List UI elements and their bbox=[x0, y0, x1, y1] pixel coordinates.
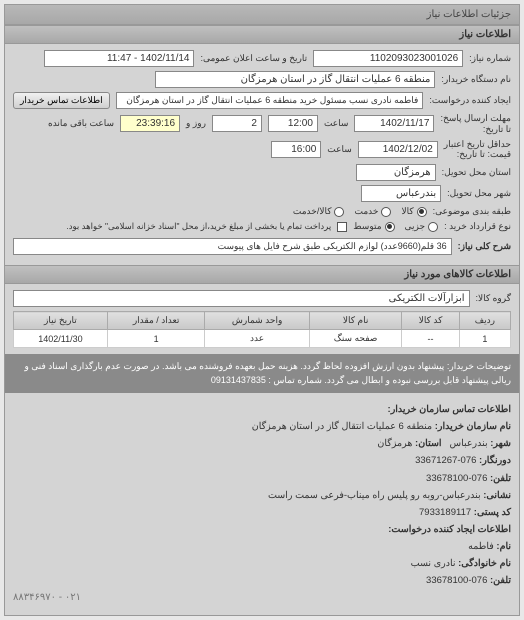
cprov-value: هرمزگان bbox=[377, 438, 412, 449]
province-value: هرمزگان bbox=[356, 164, 436, 181]
address-value: بندرعباس-روبه رو پلیس راه میناب-فرعی سمت… bbox=[268, 490, 481, 501]
lname-value: نادری نسب bbox=[411, 558, 456, 569]
validity-label: حداقل تاریخ اعتبار bbox=[444, 139, 511, 150]
days-remain: 2 bbox=[212, 115, 262, 132]
info-section-header: اطلاعات نیاز bbox=[5, 25, 519, 44]
treasury-checkbox[interactable] bbox=[337, 222, 347, 232]
contract-type-group: جزیی متوسط bbox=[353, 221, 438, 232]
req-no-label: شماره نیاز: bbox=[469, 53, 511, 64]
contact-title: اطلاعات تماس سازمان خریدار: bbox=[13, 401, 511, 418]
fname-label: نام: bbox=[496, 541, 511, 552]
ccity-label: شهر: bbox=[490, 438, 511, 449]
validity-date: 1402/12/02 bbox=[358, 141, 438, 158]
time-remain-label: ساعت باقی مانده bbox=[48, 118, 114, 129]
resp-until-time: 12:00 bbox=[268, 115, 318, 132]
main-panel: جزئیات اطلاعات نیاز اطلاعات نیاز شماره ن… bbox=[4, 4, 520, 616]
footer-phone: ۰۲۱ - ۸۸۳۴۶۹۷۰ bbox=[13, 589, 511, 607]
radio-icon bbox=[417, 207, 427, 217]
radio-icon bbox=[381, 207, 391, 217]
creator-value: فاطمه نادری نسب مسئول خرید منطقه 6 عملیا… bbox=[116, 92, 424, 109]
buyer-label: نام دستگاه خریدار: bbox=[441, 74, 511, 85]
cprov-label: استان: bbox=[415, 438, 442, 449]
desc-label: شرح کلی نیاز: bbox=[458, 241, 511, 252]
buyer-note-label: توضیحات خریدار: bbox=[447, 361, 511, 371]
ccity-value: بندرعباس bbox=[449, 438, 487, 449]
col-code: کد کالا bbox=[402, 312, 459, 330]
city-value: بندرعباس bbox=[361, 185, 441, 202]
group-value: ابزارآلات الکتریکی bbox=[13, 290, 470, 307]
fname-value: فاطمه bbox=[468, 541, 494, 552]
cphone-value: 076-33678100 bbox=[426, 575, 487, 586]
form-area: شماره نیاز: 1102093023001026 تاریخ و ساع… bbox=[5, 44, 519, 265]
city-label: شهر محل تحویل: bbox=[447, 188, 511, 199]
contact-block: اطلاعات تماس سازمان خریدار: نام سازمان خ… bbox=[5, 393, 519, 615]
lname-label: نام خانوادگی: bbox=[458, 558, 511, 569]
radio-icon bbox=[428, 222, 438, 232]
radio-icon bbox=[334, 207, 344, 217]
goods-table: ردیف کد کالا نام کالا واحد شمارش تعداد /… bbox=[13, 311, 511, 348]
buyer-note-box: توضیحات خریدار: پیشنهاد بدون ارزش افزوده… bbox=[5, 354, 519, 393]
phone-value: 076-33678100 bbox=[426, 473, 487, 484]
contact-info-button[interactable]: اطلاعات تماس خریدار bbox=[13, 92, 110, 109]
col-qty: تعداد / مقدار bbox=[107, 312, 205, 330]
radio-partial[interactable]: جزیی bbox=[405, 221, 439, 232]
ann-date-value: 1402/11/14 - 11:47 bbox=[44, 50, 194, 67]
contract-type-label: نوع قرارداد خرید : bbox=[444, 221, 511, 232]
org-value: منطقه 6 عملیات انتقال گاز در استان هرمزگ… bbox=[252, 421, 432, 432]
until-label: تا تاریخ: bbox=[440, 124, 511, 135]
price-until-label: قیمت: تا تاریخ: bbox=[444, 149, 511, 160]
col-row: ردیف bbox=[459, 312, 510, 330]
fax-label: دورنگار: bbox=[479, 455, 511, 466]
org-label: نام سازمان خریدار: bbox=[435, 421, 511, 432]
creator-section-title: اطلاعات ایجاد کننده درخواست: bbox=[13, 521, 511, 538]
radio-kala[interactable]: کالا bbox=[401, 206, 426, 217]
radio-medium[interactable]: متوسط bbox=[353, 221, 394, 232]
req-type-group: کالا خدمت کالا/خدمت bbox=[293, 206, 427, 217]
radio-khadamat[interactable]: خدمت bbox=[354, 206, 391, 217]
panel-title: جزئیات اطلاعات نیاز bbox=[5, 5, 519, 25]
col-name: نام کالا bbox=[309, 312, 402, 330]
buyer-note-text: پیشنهاد بدون ارزش افزوده لحاظ گردد. هزین… bbox=[24, 361, 511, 385]
desc-value: 36 قلم(9660عدد) لوازم الکتریکی طبق شرح ف… bbox=[13, 238, 452, 255]
time-label-2: ساعت bbox=[327, 144, 352, 155]
validity-time: 16:00 bbox=[271, 141, 321, 158]
resp-deadline-label: مهلت ارسال پاسخ: bbox=[440, 113, 511, 124]
resp-until-date: 1402/11/17 bbox=[354, 115, 434, 132]
goods-section-header: اطلاعات کالاهای مورد نیاز bbox=[5, 265, 519, 284]
col-unit: واحد شمارش bbox=[205, 312, 309, 330]
province-label: استان محل تحویل: bbox=[442, 167, 511, 178]
payment-note: پرداخت تمام یا بخشی از مبلغ خرید،از محل … bbox=[66, 221, 331, 232]
radio-icon bbox=[385, 222, 395, 232]
postal-value: 7933189117 bbox=[419, 507, 471, 518]
time-remain: 23:39:16 bbox=[120, 115, 180, 132]
table-row: 1 -- صفحه سنگ عدد 1 1402/11/30 bbox=[14, 330, 511, 348]
time-label-1: ساعت bbox=[324, 118, 349, 129]
buyer-value: منطقه 6 عملیات انتقال گاز در استان هرمزگ… bbox=[155, 71, 435, 88]
cphone-label: تلفن: bbox=[490, 575, 511, 586]
group-label: گروه کالا: bbox=[476, 293, 511, 304]
fax-value: 076-33671267 bbox=[415, 455, 476, 466]
req-no-value: 1102093023001026 bbox=[313, 50, 463, 67]
radio-both[interactable]: کالا/خدمت bbox=[293, 206, 345, 217]
col-date: تاریخ نیاز bbox=[14, 312, 108, 330]
days-label: روز و bbox=[186, 118, 206, 129]
req-type-label: طبقه بندی موضوعی: bbox=[433, 206, 511, 217]
phone-label: تلفن: bbox=[490, 473, 511, 484]
address-label: نشانی: bbox=[483, 490, 511, 501]
ann-date-label: تاریخ و ساعت اعلان عمومی: bbox=[200, 53, 307, 64]
postal-label: کد پستی: bbox=[474, 507, 511, 518]
creator-label: ایجاد کننده درخواست: bbox=[429, 95, 511, 106]
